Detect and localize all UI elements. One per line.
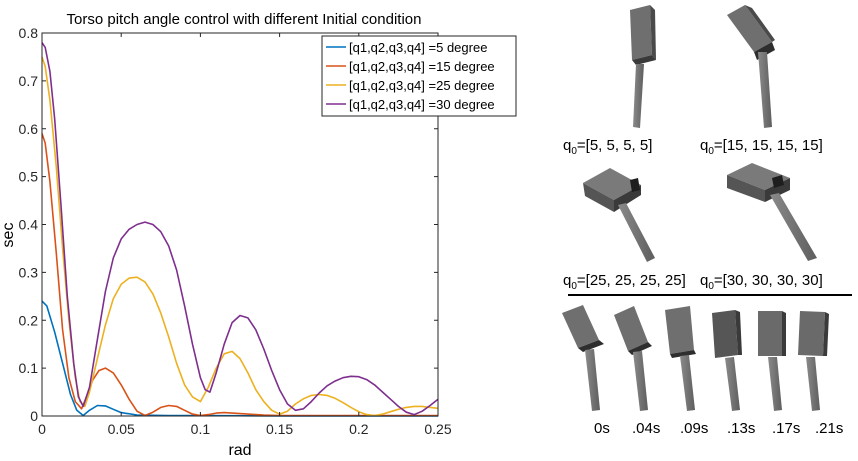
y-tick-label: 0.6 xyxy=(19,121,39,137)
x-axis-label: rad xyxy=(228,442,251,459)
series-line-4 xyxy=(41,42,439,416)
legend-label-4: [q1,q2,q3,q4] =30 degree xyxy=(349,97,495,112)
seq-pose-04s xyxy=(614,306,652,411)
y-tick-label: 0.4 xyxy=(19,217,39,233)
y-tick-label: 0.8 xyxy=(19,25,39,41)
y-tick-label: 0.1 xyxy=(19,360,39,376)
legend-label-1: [q1,q2,q3,q4] =5 degree xyxy=(349,40,487,55)
legend-label-3: [q1,q2,q3,q4] =25 degree xyxy=(349,78,495,93)
pose-illustrations: q0=[5, 5, 5, 5] q0=[15, 15, 15, 15] q0=[… xyxy=(562,5,852,437)
x-tick-label: 0.05 xyxy=(108,421,135,437)
x-tick-label: 0.1 xyxy=(191,421,211,437)
time-label-3: .13s xyxy=(727,420,755,437)
series-line-2 xyxy=(41,133,438,417)
time-label-2: .09s xyxy=(680,420,708,437)
time-sequence xyxy=(562,305,829,411)
time-label-4: .17s xyxy=(772,420,800,437)
y-tick-label: 0.3 xyxy=(19,264,39,280)
time-label-0: 0s xyxy=(594,420,610,437)
pose-q30 xyxy=(727,163,817,261)
y-tick-label: 0 xyxy=(30,408,38,424)
x-tick-label: 0.25 xyxy=(424,421,451,437)
legend: [q1,q2,q3,q4] =5 degree [q1,q2,q3,q4] =15… xyxy=(321,35,517,117)
time-labels: 0s .04s .09s .13s .17s .21s xyxy=(594,420,843,437)
pose-label-1: q0=[5, 5, 5, 5] xyxy=(563,137,652,157)
y-axis-label: sec xyxy=(0,223,17,248)
y-tick-label: 0.7 xyxy=(19,73,39,89)
x-tick-label: 0.2 xyxy=(349,421,369,437)
seq-pose-17s xyxy=(758,311,786,411)
y-tick-label: 0.2 xyxy=(19,312,39,328)
legend-items: [q1,q2,q3,q4] =5 degree [q1,q2,q3,q4] =15… xyxy=(326,40,495,112)
line-chart: 0 0.05 0.1 0.15 0.2 0.25 0 0.1 0.2 0.3 0.4 0.5 0.6 0.… xyxy=(0,11,517,459)
pose-label-4: q0=[30, 30, 30, 30] xyxy=(700,272,823,292)
pose-labels: q0=[5, 5, 5, 5] q0=[15, 15, 15, 15] q0=[… xyxy=(563,137,823,292)
ticks-layer: 0 0.05 0.1 0.15 0.2 0.25 0 0.1 0.2 0.3 0.4 0.5 0.6 0.… xyxy=(19,25,452,437)
seq-pose-09s xyxy=(665,306,696,411)
pose-q15 xyxy=(727,5,775,128)
seq-pose-13s xyxy=(712,310,742,411)
pose-q25 xyxy=(583,168,655,262)
pose-label-2: q0=[15, 15, 15, 15] xyxy=(700,137,823,157)
legend-label-2: [q1,q2,q3,q4] =15 degree xyxy=(349,59,495,74)
x-tick-label: 0.15 xyxy=(266,421,293,437)
series-line-3 xyxy=(41,56,439,417)
pose-label-3: q0=[25, 25, 25, 25] xyxy=(563,272,686,292)
time-label-5: .21s xyxy=(815,420,843,437)
seq-pose-21s xyxy=(798,311,829,411)
time-label-1: .04s xyxy=(632,420,660,437)
x-tick-label: 0 xyxy=(38,421,46,437)
pose-q5 xyxy=(630,5,656,128)
chart-title: Torso pitch angle control with different… xyxy=(67,11,422,28)
seq-pose-0s xyxy=(562,305,604,411)
legend-box xyxy=(321,35,517,117)
y-tick-label: 0.5 xyxy=(19,169,39,185)
